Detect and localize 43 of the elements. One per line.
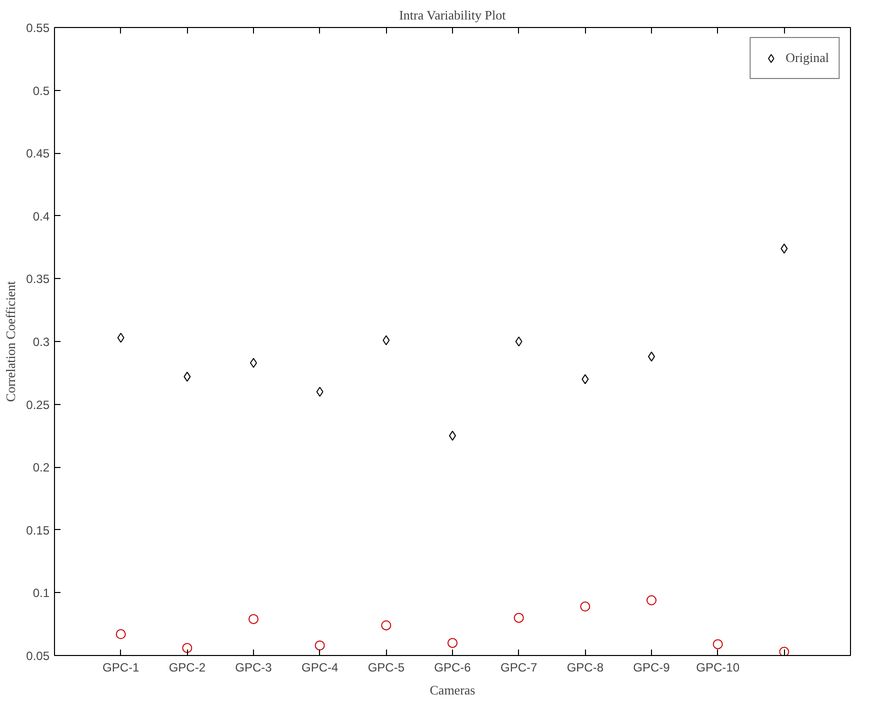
x-tick-label: GPC-5 xyxy=(368,660,405,674)
y-tick-label: 0.4 xyxy=(32,209,50,224)
point xyxy=(514,612,524,623)
y-tick-label: 0.5 xyxy=(32,84,50,98)
point xyxy=(582,374,589,384)
point xyxy=(580,602,590,612)
y-tick-label: 0.3 xyxy=(32,335,50,349)
x-tick-label: GPC-3 xyxy=(235,660,272,674)
point xyxy=(712,639,723,650)
x-tick-label: GPC-6 xyxy=(434,660,472,674)
point xyxy=(116,629,126,640)
y-tick-label: 0.15 xyxy=(26,523,50,538)
point xyxy=(184,372,191,382)
x-tick-label: GPC-8 xyxy=(566,660,604,674)
x-tick-label: GPC-2 xyxy=(168,660,206,674)
point xyxy=(381,620,392,630)
point xyxy=(780,244,788,254)
chart-title: Intra Variability Plot xyxy=(399,8,506,22)
point xyxy=(448,638,458,648)
x-tick-label: GPC-4 xyxy=(301,660,338,674)
y-tick-label: 0.05 xyxy=(26,649,50,663)
point xyxy=(316,386,324,397)
y-tick-label: 0.35 xyxy=(26,272,50,286)
point xyxy=(515,336,522,346)
point xyxy=(779,646,790,656)
x-tick-label: GPC-7 xyxy=(500,660,538,674)
point xyxy=(182,642,192,653)
point xyxy=(314,640,325,650)
y-tick-label: 0.55 xyxy=(26,21,50,35)
y-axis-title: Correlation Coefficient xyxy=(3,280,18,402)
y-tick-label: 0.45 xyxy=(26,146,50,161)
y-tick-label: 0.1 xyxy=(32,586,50,600)
x-tick-label: GPC-10 xyxy=(696,660,740,674)
point xyxy=(646,595,656,606)
y-tick-label: 0.2 xyxy=(32,460,50,475)
x-axis-title: Cameras xyxy=(430,682,476,698)
point xyxy=(382,335,390,346)
point xyxy=(248,614,258,624)
y-tick-label: 0.25 xyxy=(26,398,50,412)
x-tick-label: GPC-1 xyxy=(102,660,140,674)
x-tick-label: GPC-9 xyxy=(633,660,670,674)
legend-label: Original xyxy=(786,50,829,66)
point xyxy=(117,332,124,343)
